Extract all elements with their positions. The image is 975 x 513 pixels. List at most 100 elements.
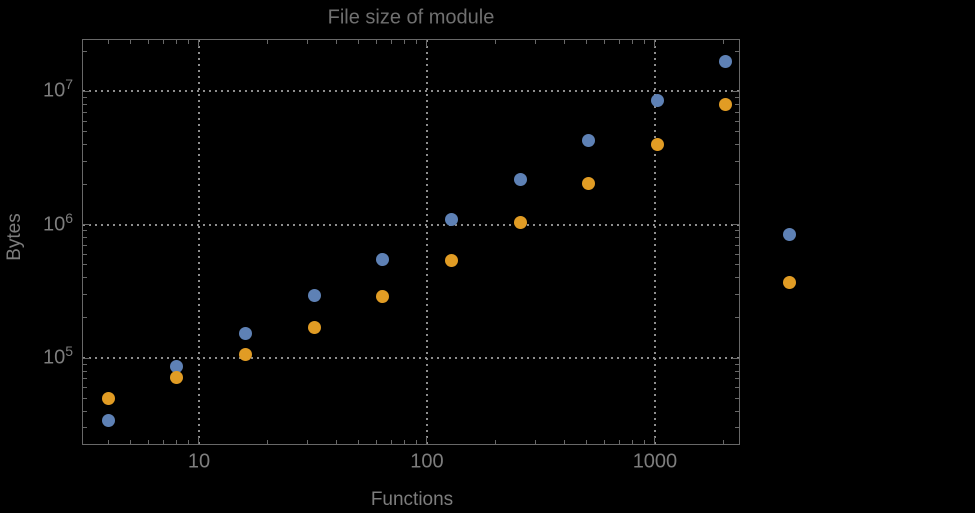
x-tick-label: 10 [187, 450, 211, 473]
axis-tick [735, 50, 739, 52]
axis-tick [307, 40, 309, 44]
axis-tick [563, 40, 565, 44]
axis-tick [391, 40, 393, 44]
data-point-orange [444, 253, 458, 267]
axis-tick [732, 357, 739, 359]
axis-tick [163, 440, 165, 444]
axis-tick [198, 40, 200, 47]
y-tick-exponent: 5 [65, 342, 73, 359]
axis-tick [107, 40, 109, 44]
axis-tick [188, 440, 190, 444]
axis-tick [335, 40, 337, 44]
x-tick-label: 100 [410, 450, 444, 473]
axis-tick [644, 40, 646, 44]
axis-tick [83, 97, 87, 99]
gridline-horizontal [83, 90, 739, 93]
axis-tick [735, 410, 739, 412]
y-tick-mantissa: 10 [42, 79, 66, 102]
axis-tick [654, 40, 656, 47]
axis-tick [735, 397, 739, 399]
axis-tick [83, 237, 87, 239]
axis-tick [83, 230, 87, 232]
axis-tick [83, 184, 87, 186]
axis-tick [495, 440, 497, 444]
axis-tick [535, 40, 537, 44]
data-point-orange [376, 290, 390, 304]
data-point-orange [582, 176, 596, 190]
axis-tick [129, 440, 131, 444]
axis-tick [619, 40, 621, 44]
axis-tick [416, 440, 418, 444]
axis-tick [83, 277, 87, 279]
axis-tick [426, 437, 428, 444]
axis-tick [723, 40, 725, 44]
x-tick-label: 1000 [632, 450, 678, 473]
axis-tick [188, 40, 190, 44]
data-point-blue [513, 173, 527, 187]
axis-tick [375, 440, 377, 444]
data-point-blue [444, 212, 458, 226]
axis-tick [83, 370, 87, 372]
data-point-blue [376, 252, 390, 266]
data-point-blue [582, 133, 596, 147]
axis-tick [732, 90, 739, 92]
y-tick-label: 106 [43, 209, 73, 236]
data-point-blue [239, 326, 252, 340]
gridline-horizontal [83, 357, 739, 360]
axis-tick [426, 40, 428, 47]
axis-tick [83, 410, 87, 412]
chart-title: File size of module [327, 6, 495, 29]
axis-tick [735, 103, 739, 105]
axis-tick [335, 440, 337, 444]
axis-tick [603, 440, 605, 444]
axis-tick [83, 50, 87, 52]
axis-tick [735, 120, 739, 122]
axis-tick [735, 427, 739, 429]
y-tick-exponent: 6 [65, 209, 73, 226]
data-point-blue [650, 93, 664, 107]
axis-tick [735, 264, 739, 266]
data-point-orange [513, 216, 527, 229]
axis-tick [391, 440, 393, 444]
axis-tick [83, 387, 87, 389]
axis-tick [83, 244, 87, 246]
axis-tick [735, 378, 739, 380]
data-point-orange [170, 371, 184, 385]
data-point-blue [170, 359, 184, 373]
axis-tick [83, 160, 87, 162]
axis-tick [267, 40, 269, 44]
axis-tick [83, 264, 87, 266]
axis-tick [735, 143, 739, 145]
axis-tick [107, 440, 109, 444]
axis-tick [375, 40, 377, 44]
axis-tick [495, 40, 497, 44]
axis-tick [404, 440, 406, 444]
axis-tick [735, 230, 739, 232]
axis-tick [83, 378, 87, 380]
y-tick-mantissa: 10 [42, 346, 66, 369]
axis-tick [83, 363, 87, 365]
axis-tick [416, 40, 418, 44]
axis-tick [735, 363, 739, 365]
axis-tick [735, 293, 739, 295]
axis-tick [83, 397, 87, 399]
axis-tick [654, 437, 656, 444]
axis-tick [735, 97, 739, 99]
gridline-horizontal [83, 223, 739, 226]
axis-tick [404, 40, 406, 44]
y-tick-exponent: 7 [65, 76, 73, 93]
axis-tick [735, 160, 739, 162]
axis-tick [735, 387, 739, 389]
axis-tick [735, 244, 739, 246]
data-point-orange [307, 320, 321, 334]
axis-tick [735, 131, 739, 133]
axis-tick [83, 293, 87, 295]
axis-tick [176, 440, 178, 444]
data-point-blue [782, 228, 796, 242]
axis-tick [632, 440, 634, 444]
axis-tick [163, 40, 165, 44]
axis-tick [619, 440, 621, 444]
plot-area: File size of module Functions Bytes 10 10… [4, 7, 796, 510]
axis-tick [83, 357, 90, 359]
